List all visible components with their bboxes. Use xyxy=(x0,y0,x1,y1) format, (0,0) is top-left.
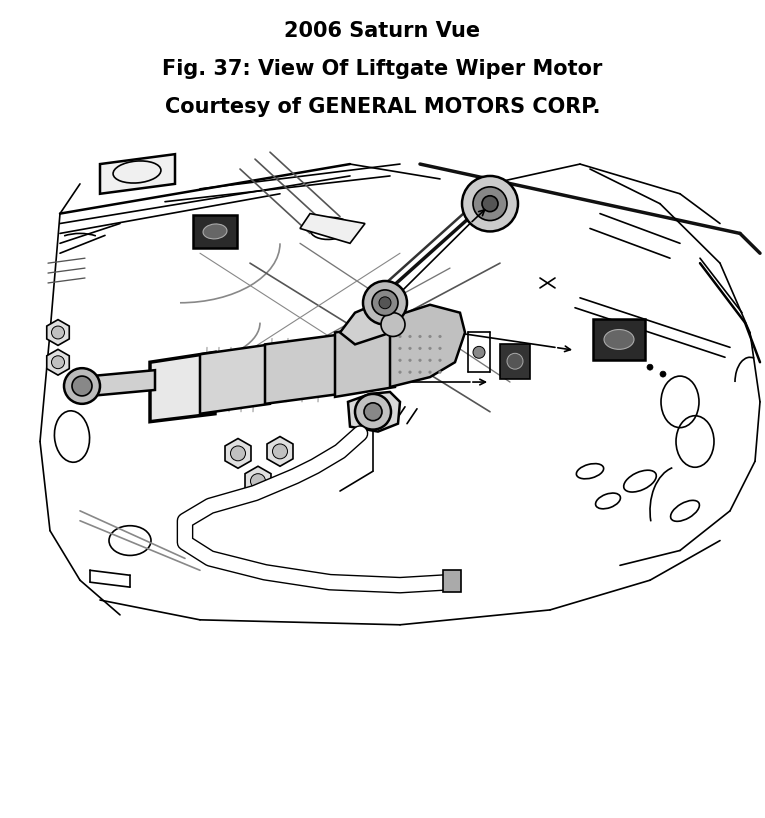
Circle shape xyxy=(507,353,523,369)
Circle shape xyxy=(429,335,431,338)
Polygon shape xyxy=(245,466,271,496)
Circle shape xyxy=(409,347,412,349)
Polygon shape xyxy=(265,335,340,404)
Circle shape xyxy=(439,359,441,362)
Circle shape xyxy=(462,176,518,231)
Bar xyxy=(193,214,237,249)
Circle shape xyxy=(399,335,401,338)
Polygon shape xyxy=(200,344,270,414)
Circle shape xyxy=(660,371,666,377)
Polygon shape xyxy=(150,353,215,421)
Circle shape xyxy=(473,187,507,221)
Circle shape xyxy=(418,359,422,362)
Circle shape xyxy=(647,364,653,371)
Circle shape xyxy=(439,347,441,349)
Bar xyxy=(593,319,645,360)
Text: Courtesy of GENERAL MOTORS CORP.: Courtesy of GENERAL MOTORS CORP. xyxy=(164,97,601,117)
Circle shape xyxy=(230,446,246,461)
Circle shape xyxy=(399,347,401,349)
Circle shape xyxy=(399,371,401,373)
Polygon shape xyxy=(225,438,251,468)
Text: Fig. 37: View Of Liftgate Wiper Motor: Fig. 37: View Of Liftgate Wiper Motor xyxy=(162,60,603,79)
Polygon shape xyxy=(300,213,365,243)
Polygon shape xyxy=(267,437,293,466)
Circle shape xyxy=(51,326,64,339)
Circle shape xyxy=(363,281,407,325)
Circle shape xyxy=(409,371,412,373)
Circle shape xyxy=(64,368,100,404)
Polygon shape xyxy=(335,322,395,397)
Polygon shape xyxy=(340,298,400,344)
Circle shape xyxy=(429,347,431,349)
Polygon shape xyxy=(47,349,70,375)
Circle shape xyxy=(482,196,498,212)
Circle shape xyxy=(429,371,431,373)
Polygon shape xyxy=(348,392,400,432)
Circle shape xyxy=(272,444,288,459)
Circle shape xyxy=(409,335,412,338)
Ellipse shape xyxy=(604,330,634,349)
Circle shape xyxy=(429,359,431,362)
Text: 2006 Saturn Vue: 2006 Saturn Vue xyxy=(285,21,480,42)
Circle shape xyxy=(399,359,401,362)
Circle shape xyxy=(364,402,382,420)
Bar xyxy=(443,570,461,592)
Circle shape xyxy=(379,297,391,308)
Ellipse shape xyxy=(203,224,227,239)
Circle shape xyxy=(72,376,92,396)
Circle shape xyxy=(418,347,422,349)
Circle shape xyxy=(381,312,405,336)
Circle shape xyxy=(409,359,412,362)
Polygon shape xyxy=(100,154,175,194)
Circle shape xyxy=(250,474,265,488)
Circle shape xyxy=(372,290,398,316)
Circle shape xyxy=(439,371,441,373)
Circle shape xyxy=(355,394,391,429)
Circle shape xyxy=(473,346,485,358)
Circle shape xyxy=(418,371,422,373)
Circle shape xyxy=(51,356,64,369)
Polygon shape xyxy=(47,320,70,345)
Circle shape xyxy=(418,335,422,338)
Bar xyxy=(500,344,530,379)
Polygon shape xyxy=(80,371,155,397)
Polygon shape xyxy=(390,305,465,387)
Circle shape xyxy=(439,335,441,338)
